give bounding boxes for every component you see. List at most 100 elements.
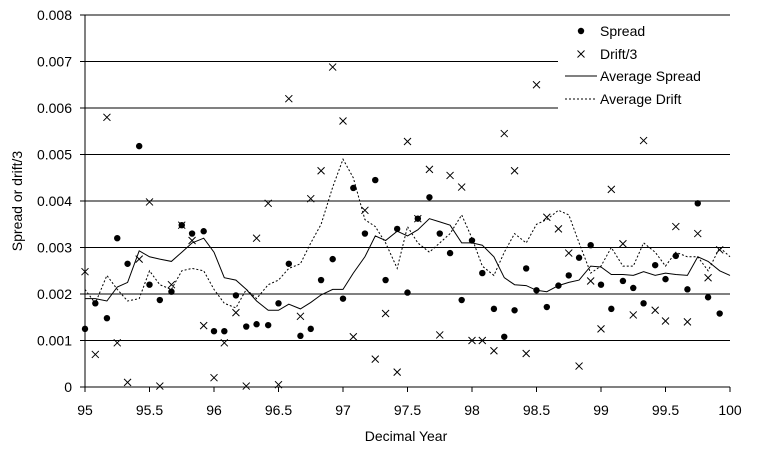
- data-point-drift-3: [425, 165, 434, 174]
- data-point-drift-3: [522, 349, 531, 358]
- data-point-spread: [565, 272, 572, 279]
- data-point-drift-3: [199, 321, 208, 330]
- data-point-drift-3: [671, 222, 680, 231]
- data-point-drift-3: [167, 280, 176, 289]
- x-tick-label: 98: [464, 402, 480, 418]
- data-point-spread: [672, 252, 680, 260]
- legend-label-average-spread: Average Spread: [600, 68, 701, 84]
- legend-label-average-drift: Average Drift: [600, 91, 682, 107]
- data-point-spread: [253, 321, 260, 328]
- data-point-drift-3: [296, 312, 305, 321]
- data-point-spread: [436, 230, 443, 237]
- data-point-spread: [597, 281, 605, 288]
- data-point-spread: [297, 332, 304, 340]
- y-tick-label: 0.005: [37, 147, 72, 163]
- data-point-spread: [329, 255, 336, 263]
- data-point-drift-3: [177, 221, 186, 230]
- data-point-drift-3: [586, 277, 595, 285]
- data-point-drift-3: [597, 325, 605, 333]
- data-point-drift-3: [478, 336, 487, 345]
- data-point-drift-3: [145, 198, 154, 206]
- x-tick-label: 100: [718, 402, 742, 418]
- average-lines: [84, 158, 731, 311]
- data-point-drift-3: [103, 113, 111, 122]
- data-point-drift-3: [446, 171, 454, 180]
- data-point-drift-3: [361, 206, 369, 215]
- data-point-spread: [382, 276, 389, 284]
- data-point-spread: [275, 300, 282, 307]
- legend-label-drift: Drift/3: [600, 46, 638, 62]
- data-point-spread: [124, 260, 131, 267]
- x-axis-title: Decimal Year: [365, 428, 448, 444]
- data-point-spread: [168, 288, 175, 295]
- data-point-spread: [135, 142, 143, 150]
- y-tick-label: 0.007: [37, 54, 72, 70]
- data-point-drift-3: [639, 136, 648, 145]
- data-point-spread: [103, 314, 111, 322]
- data-point-drift-3: [339, 117, 347, 125]
- data-point-drift-3: [284, 94, 293, 103]
- data-point-drift-3: [232, 308, 240, 317]
- data-point-spread: [490, 305, 498, 313]
- data-point-spread: [575, 254, 583, 261]
- data-point-drift-3: [317, 166, 325, 175]
- data-point-spread: [501, 333, 508, 340]
- data-point-spread: [92, 300, 99, 307]
- data-point-drift-3: [371, 355, 380, 363]
- data-point-spread: [619, 277, 627, 285]
- data-point-spread: [317, 276, 325, 284]
- tick-labels: 0 0.001 0.002 0.003 0.004 0.005 0.006 0.007 0.00…: [37, 7, 742, 418]
- data-point-spread: [662, 275, 669, 283]
- data-point-spread: [651, 261, 659, 269]
- x-tick-label: 97: [335, 402, 351, 418]
- data-point-spread: [640, 300, 647, 307]
- x-tick-label: 96: [206, 402, 222, 418]
- data-point-drift-3: [264, 199, 273, 208]
- data-point-drift-3: [113, 338, 122, 347]
- data-point-spread: [704, 294, 712, 301]
- data-point-spread: [361, 230, 369, 237]
- data-point-drift-3: [532, 80, 541, 89]
- data-point-spread: [543, 303, 551, 311]
- data-point-drift-3: [619, 239, 627, 248]
- legend-label-spread: Spread: [600, 23, 645, 39]
- data-point-spread: [608, 305, 615, 313]
- data-point-spread: [339, 295, 347, 302]
- data-point-drift-3: [123, 378, 132, 387]
- data-point-spread: [479, 269, 486, 277]
- data-point-drift-3: [490, 346, 498, 355]
- data-point-spread: [630, 284, 637, 292]
- data-point-spread: [468, 237, 476, 244]
- data-point-spread: [458, 296, 465, 304]
- data-point-drift-3: [564, 249, 573, 257]
- y-tick-label: 0.008: [37, 7, 72, 23]
- y-tick-label: 0: [64, 379, 72, 395]
- x-tick-label: 98.5: [523, 402, 550, 418]
- data-point-drift-3: [328, 63, 337, 71]
- data-point-spread: [694, 200, 701, 207]
- x-tick-label: 96.5: [265, 402, 292, 418]
- data-point-drift-3: [252, 234, 261, 243]
- gridlines: [85, 14, 730, 341]
- data-point-drift-3: [403, 137, 412, 146]
- data-point-drift-3: [693, 229, 702, 238]
- data-point-drift-3: [393, 368, 402, 376]
- data-point-spread: [393, 225, 401, 233]
- data-point-drift-3: [542, 213, 551, 222]
- y-axis-title: Spread or drift/3: [9, 151, 25, 252]
- data-point-drift-3: [575, 362, 583, 370]
- data-point-drift-3: [629, 311, 638, 319]
- legend-box: [558, 16, 730, 120]
- data-point-drift-3: [155, 382, 164, 390]
- data-point-spread: [114, 235, 121, 242]
- data-point-spread: [264, 321, 272, 329]
- data-point-drift-3: [349, 332, 358, 341]
- series-line-average-spread: [85, 218, 731, 311]
- scatter-points: [81, 63, 724, 390]
- data-point-spread: [350, 184, 357, 192]
- axes: [80, 14, 731, 392]
- data-point-spread: [511, 307, 518, 314]
- data-point-drift-3: [500, 129, 509, 138]
- data-point-spread: [146, 281, 153, 288]
